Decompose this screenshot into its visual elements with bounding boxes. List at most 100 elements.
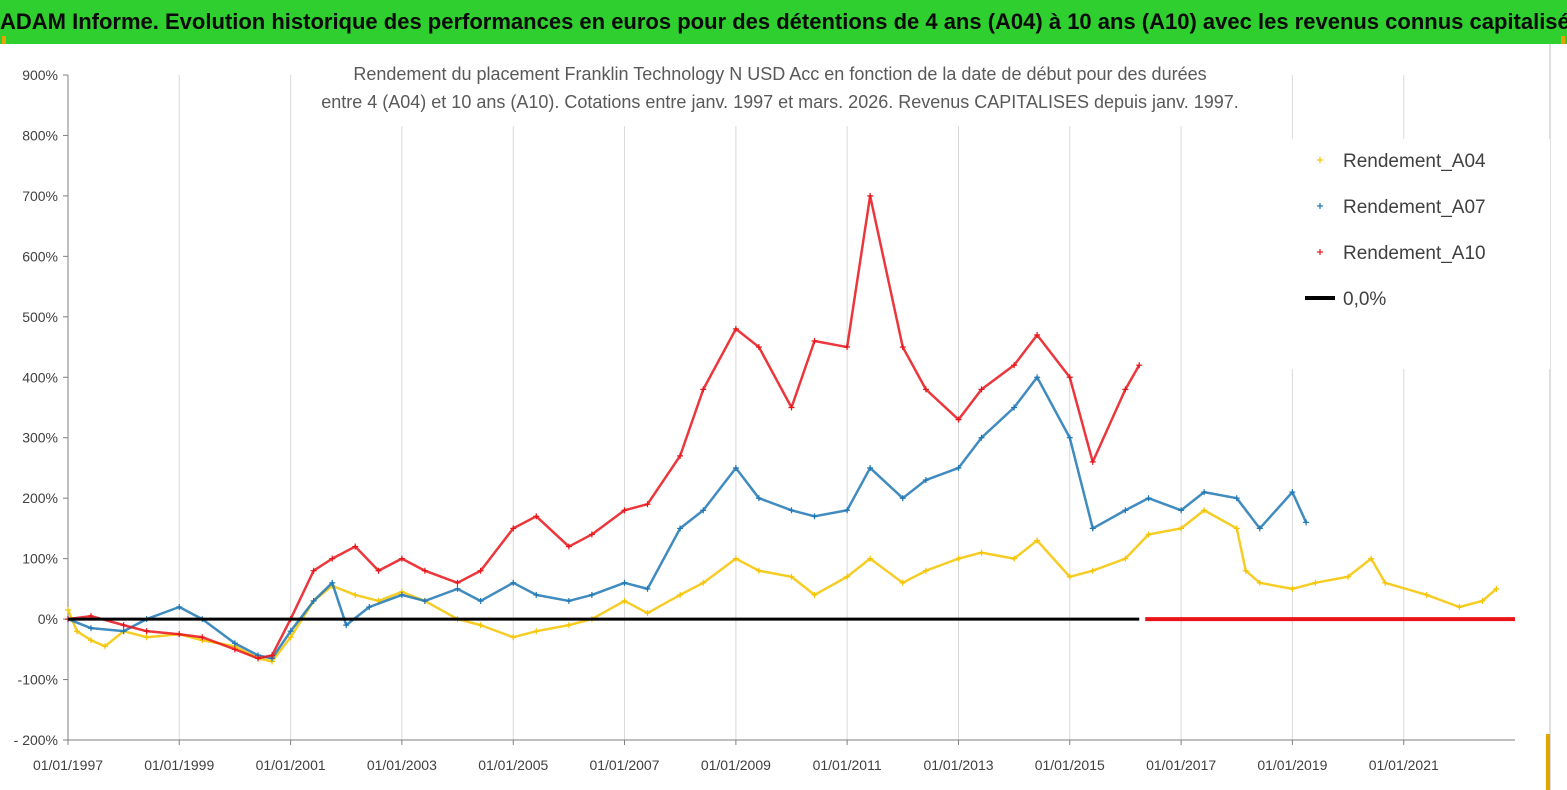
data-point-rendement_a07 [899,495,906,502]
data-point-rendement_a04 [732,555,739,562]
data-point-rendement_a04 [477,622,484,629]
y-tick-label: 300% [22,430,58,446]
data-point-rendement_a10 [867,192,874,199]
data-point-rendement_a10 [700,386,707,393]
x-tick-label: 01/01/2005 [478,757,548,773]
x-tick-label: 01/01/1999 [144,757,214,773]
x-tick-label: 01/01/2019 [1257,757,1327,773]
data-point-rendement_a10 [978,386,985,393]
chart-title-line-2: entre 4 (A04) et 10 ans (A10). Cotations… [321,92,1239,112]
legend-label: Rendement_A04 [1343,151,1486,172]
data-point-rendement_a07 [1303,519,1310,526]
data-point-rendement_a10 [510,525,517,532]
data-point-rendement_a10 [269,652,276,659]
data-point-rendement_a10 [143,628,150,635]
data-point-rendement_a04 [867,555,874,562]
data-point-rendement_a07 [510,579,517,586]
data-point-rendement_a04 [644,610,651,617]
data-point-rendement_a04 [533,628,540,635]
legend-label: Rendement_A10 [1343,243,1486,264]
data-point-rendement_a07 [1122,507,1129,514]
y-tick-label: 600% [22,248,58,264]
data-point-rendement_a10 [755,344,762,351]
data-point-rendement_a04 [143,634,150,641]
data-point-rendement_a10 [375,567,382,574]
y-tick-label: -100% [18,672,58,688]
legend-label: 0,0% [1343,289,1386,310]
x-tick-label: 01/01/2003 [367,757,437,773]
data-point-rendement_a07 [755,495,762,502]
data-point-rendement_a07 [955,464,962,471]
data-point-rendement_a07 [621,579,628,586]
data-point-rendement_a10 [231,646,238,653]
legend-swatch-rendement_a10 [1317,249,1323,255]
data-point-rendement_a07 [1289,489,1296,496]
data-point-rendement_a07 [287,628,294,635]
data-point-rendement_a10 [565,543,572,550]
data-point-rendement_a04 [1145,531,1152,538]
data-point-rendement_a07 [1011,404,1018,411]
data-point-rendement_a04 [1479,597,1486,604]
y-tick-label: 400% [22,369,58,385]
data-point-rendement_a10 [454,579,461,586]
data-point-rendement_a10 [644,501,651,508]
series-trace-rendement_a10 [67,194,1141,660]
data-point-rendement_a07 [1089,525,1096,532]
data-point-rendement_a07 [88,625,95,632]
data-point-rendement_a04 [1344,573,1351,580]
tick-labels: 01/01/1997 01/01/1999 01/01/2001 01/01/2003… [14,67,1439,773]
x-tick-label: 01/01/2011 [813,757,882,773]
data-point-rendement_a10 [788,404,795,411]
data-point-rendement_a04 [700,579,707,586]
data-point-rendement_a10 [533,513,540,520]
data-point-rendement_a07 [867,464,874,471]
data-point-rendement_a04 [65,607,71,614]
data-point-rendement_a04 [1034,537,1041,544]
data-point-rendement_a07 [1201,489,1208,496]
data-point-rendement_a04 [978,549,985,556]
data-point-rendement_a07 [231,640,238,647]
y-tick-label: - 200% [14,732,58,748]
data-point-rendement_a10 [677,452,684,459]
data-point-rendement_a07 [176,604,183,610]
x-tick-label: 01/01/2015 [1035,757,1105,773]
data-point-rendement_a10 [477,567,484,574]
axes [63,74,1515,745]
data-point-rendement_a07 [811,513,818,520]
chart-title-background [300,56,1250,126]
legend: Rendement_A04 Rendement_A07 Rendement_A10 0… [1305,151,1486,310]
data-point-rendement_a10 [120,622,127,629]
data-point-rendement_a04 [1233,525,1240,532]
data-points [65,192,1515,665]
data-point-rendement_a10 [1089,458,1096,465]
data-point-rendement_a07 [120,628,127,635]
data-point-rendement_a07 [732,464,739,471]
data-point-rendement_a04 [1368,555,1375,562]
data-point-rendement_a10 [1066,374,1073,381]
data-point-rendement_a10 [1136,362,1143,369]
data-point-rendement_a04 [1312,579,1319,586]
data-point-rendement_a04 [677,591,684,598]
data-point-rendement_a04 [1382,579,1389,586]
data-point-rendement_a10 [199,634,206,641]
y-tick-label: 700% [22,188,58,204]
chart-title-line-1: Rendement du placement Franklin Technolo… [353,64,1206,84]
data-point-rendement_a07 [978,434,985,441]
report-title-banner: ADAM Informe. Evolution historique des p… [0,0,1567,48]
data-point-rendement_a07 [477,597,484,604]
data-point-rendement_a07 [310,597,317,604]
data-point-rendement_a04 [1178,525,1185,532]
x-tick-label: 01/01/1997 [33,757,103,773]
data-point-rendement_a04 [1066,573,1073,580]
data-point-rendement_a10 [588,531,595,538]
data-point-rendement_a04 [844,573,851,580]
x-tick-label: 01/01/2017 [1146,757,1216,773]
data-point-rendement_a07 [398,591,405,598]
data-point-rendement_a10 [329,555,336,562]
data-point-rendement_a07 [788,507,795,514]
data-point-rendement_a07 [1178,507,1185,514]
y-tick-label: 100% [22,551,58,567]
data-point-rendement_a04 [1493,585,1500,592]
report-title: ADAM Informe. Evolution historique des p… [0,9,1567,34]
data-point-rendement_a04 [352,591,359,598]
